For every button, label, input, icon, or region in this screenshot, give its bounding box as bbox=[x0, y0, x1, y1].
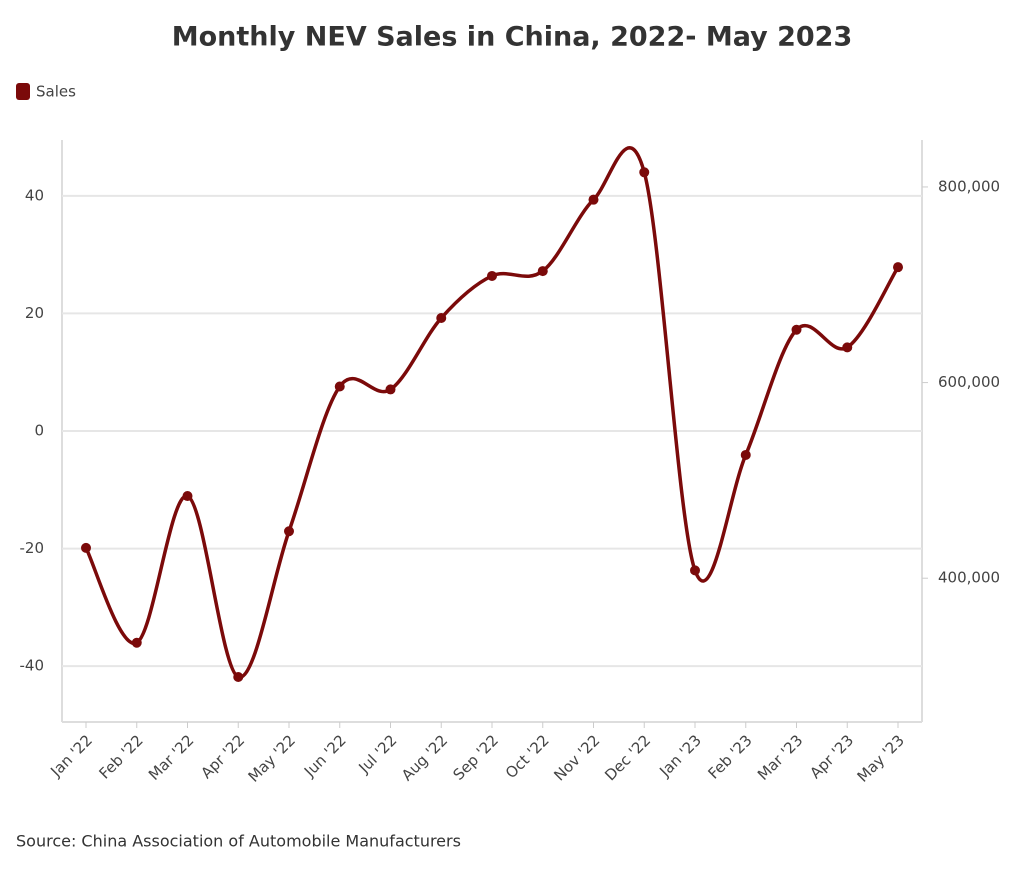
point bbox=[740, 449, 751, 460]
point bbox=[842, 342, 853, 353]
point bbox=[182, 491, 193, 502]
point bbox=[131, 637, 142, 648]
x-tick-label: Mar '22 bbox=[145, 731, 198, 784]
point bbox=[436, 313, 447, 324]
point bbox=[487, 270, 497, 281]
legend-label: Sales bbox=[36, 83, 76, 101]
x-tick-label: May '23 bbox=[854, 731, 908, 785]
point bbox=[334, 381, 345, 392]
x-tick-label: Jun '22 bbox=[300, 731, 350, 781]
line bbox=[84, 146, 900, 679]
point bbox=[893, 262, 903, 273]
x-tick-label: Sep '22 bbox=[450, 731, 503, 784]
x-tick-label: Jan '23 bbox=[655, 731, 705, 781]
y2-tick-label: 600,000 bbox=[938, 373, 1000, 391]
source: Source: China Association of Automobile … bbox=[16, 832, 461, 851]
x-tick-label: Jan '22 bbox=[46, 731, 96, 781]
point bbox=[791, 324, 802, 335]
x-tick-label: Mar '23 bbox=[754, 731, 807, 784]
legend-swatch bbox=[16, 83, 30, 100]
point bbox=[81, 542, 91, 553]
y2-tick-label: 400,000 bbox=[938, 569, 1000, 587]
y-tick-label: 40 bbox=[25, 186, 44, 204]
x-tick-label: Feb '23 bbox=[704, 731, 755, 782]
x-tick-label: Feb '22 bbox=[95, 731, 146, 782]
y2-tick-label: 800,000 bbox=[938, 177, 1000, 195]
point bbox=[639, 167, 650, 178]
y-tick-label: -40 bbox=[20, 657, 45, 675]
y-tick-label: 20 bbox=[25, 304, 44, 322]
x-tick-label: Apr '23 bbox=[806, 731, 857, 782]
x-tick-label: Jul '22 bbox=[354, 731, 400, 777]
point bbox=[385, 384, 396, 395]
point bbox=[690, 565, 700, 576]
x-tick-label: Dec '22 bbox=[601, 731, 654, 784]
x-tick-label: Apr '22 bbox=[197, 731, 248, 782]
point bbox=[588, 194, 599, 205]
x-tick-label: May '22 bbox=[245, 731, 299, 785]
chart-title: Monthly NEV Sales in China, 2022- May 20… bbox=[172, 22, 852, 53]
point bbox=[537, 266, 548, 277]
y-tick-label: 0 bbox=[34, 422, 44, 440]
x-tick-label: Nov '22 bbox=[550, 731, 603, 784]
point bbox=[284, 526, 294, 537]
point bbox=[233, 672, 244, 683]
y-tick-label: -20 bbox=[20, 539, 45, 557]
x-tick-label: Oct '22 bbox=[502, 731, 553, 782]
x-tick-label: Aug '22 bbox=[398, 731, 451, 784]
